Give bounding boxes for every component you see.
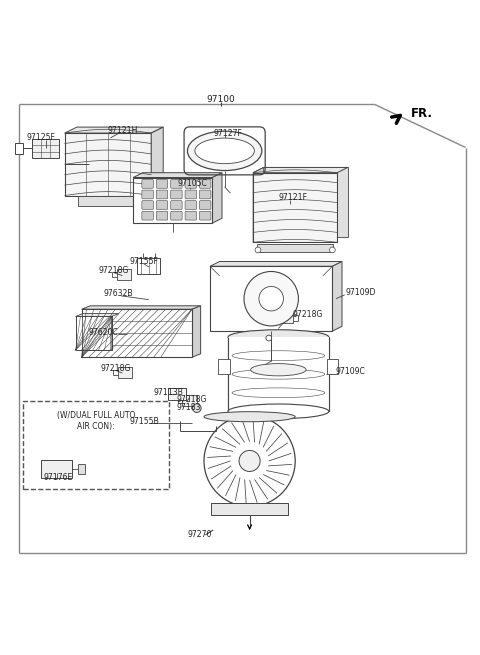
Polygon shape: [212, 173, 222, 223]
Polygon shape: [133, 173, 222, 178]
Polygon shape: [65, 133, 151, 195]
Polygon shape: [82, 309, 192, 357]
Text: 97218G: 97218G: [177, 395, 207, 404]
Polygon shape: [228, 337, 329, 411]
Text: 97121F: 97121F: [278, 193, 307, 202]
Bar: [327, 360, 338, 374]
Polygon shape: [264, 168, 348, 237]
FancyBboxPatch shape: [200, 179, 211, 188]
FancyBboxPatch shape: [185, 179, 196, 188]
Polygon shape: [19, 104, 466, 553]
FancyBboxPatch shape: [200, 212, 211, 220]
Polygon shape: [82, 306, 201, 309]
Bar: [78, 464, 85, 474]
Circle shape: [266, 335, 272, 341]
Bar: [78, 196, 138, 206]
FancyBboxPatch shape: [156, 179, 168, 188]
FancyBboxPatch shape: [171, 190, 182, 199]
Text: (W/DUAL FULL AUTO: (W/DUAL FULL AUTO: [57, 411, 135, 421]
Polygon shape: [253, 168, 348, 173]
Bar: [218, 360, 230, 374]
Polygon shape: [75, 316, 111, 350]
Ellipse shape: [187, 131, 262, 170]
Text: 97125F: 97125F: [26, 134, 55, 142]
Text: AIR CON):: AIR CON):: [77, 422, 115, 431]
Text: 97109D: 97109D: [346, 288, 376, 297]
Text: 97155F: 97155F: [130, 257, 158, 266]
Polygon shape: [253, 173, 337, 242]
Bar: [257, 244, 333, 252]
Polygon shape: [332, 261, 342, 331]
FancyBboxPatch shape: [185, 212, 196, 220]
Text: 97105C: 97105C: [178, 179, 207, 188]
Ellipse shape: [195, 138, 254, 164]
Text: 97100: 97100: [206, 95, 235, 104]
Text: 97632B: 97632B: [103, 290, 133, 299]
Polygon shape: [210, 261, 342, 267]
Polygon shape: [192, 306, 201, 357]
Polygon shape: [151, 127, 163, 195]
FancyBboxPatch shape: [142, 190, 153, 199]
FancyBboxPatch shape: [23, 402, 169, 489]
Text: 97127F: 97127F: [214, 128, 242, 138]
Bar: [15, 143, 23, 154]
Text: 97113B: 97113B: [154, 388, 183, 397]
Polygon shape: [33, 139, 59, 158]
FancyBboxPatch shape: [171, 200, 182, 210]
Bar: [211, 503, 288, 515]
Circle shape: [239, 451, 260, 472]
FancyBboxPatch shape: [185, 190, 196, 199]
Ellipse shape: [228, 404, 329, 419]
Bar: [137, 258, 160, 274]
Circle shape: [192, 404, 201, 413]
Circle shape: [204, 415, 295, 506]
FancyBboxPatch shape: [185, 200, 196, 210]
Bar: [278, 312, 293, 323]
Text: 97218G: 97218G: [293, 310, 323, 318]
Text: 97176E: 97176E: [43, 473, 72, 482]
Text: 97218G: 97218G: [98, 267, 129, 275]
Text: FR.: FR.: [410, 107, 432, 121]
Circle shape: [244, 271, 299, 326]
Text: 97109C: 97109C: [336, 367, 366, 376]
Polygon shape: [133, 178, 212, 223]
Text: 97121H: 97121H: [108, 126, 138, 135]
Text: 97183: 97183: [177, 403, 201, 412]
Polygon shape: [210, 267, 332, 331]
FancyBboxPatch shape: [171, 212, 182, 220]
FancyBboxPatch shape: [142, 200, 153, 210]
FancyBboxPatch shape: [156, 200, 168, 210]
FancyBboxPatch shape: [156, 212, 168, 220]
Ellipse shape: [251, 364, 306, 376]
Bar: [168, 388, 186, 400]
Bar: [41, 460, 72, 478]
FancyBboxPatch shape: [200, 190, 211, 199]
FancyBboxPatch shape: [156, 190, 168, 199]
Ellipse shape: [204, 412, 295, 422]
Circle shape: [329, 247, 335, 253]
Ellipse shape: [228, 329, 329, 345]
Text: 97270: 97270: [187, 531, 212, 539]
Circle shape: [259, 286, 284, 311]
FancyBboxPatch shape: [142, 179, 153, 188]
FancyBboxPatch shape: [142, 212, 153, 220]
Text: 97620C: 97620C: [89, 328, 119, 337]
FancyBboxPatch shape: [171, 179, 182, 188]
Bar: [118, 367, 132, 378]
Bar: [117, 269, 131, 280]
Polygon shape: [75, 314, 119, 316]
Text: 97218G: 97218G: [101, 364, 131, 373]
Text: 97155B: 97155B: [130, 417, 159, 426]
Circle shape: [255, 247, 261, 253]
Polygon shape: [65, 127, 163, 133]
Bar: [182, 395, 197, 405]
Polygon shape: [253, 168, 264, 242]
FancyBboxPatch shape: [200, 200, 211, 210]
